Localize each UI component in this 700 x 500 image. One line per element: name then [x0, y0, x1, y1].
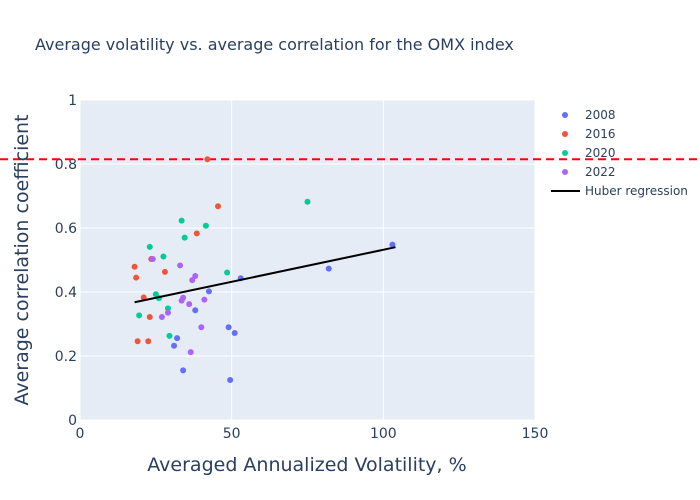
- legend-marker-2016: [562, 131, 568, 137]
- point-2020: [178, 217, 185, 224]
- point-2020: [202, 222, 209, 229]
- point-2022: [192, 273, 199, 279]
- x-axis-title: Averaged Annualized Volatility, %: [147, 454, 466, 476]
- point-2016: [215, 203, 222, 210]
- point-2020: [304, 198, 311, 205]
- point-2022: [187, 349, 194, 356]
- point-2022: [149, 256, 156, 263]
- regression-line-group: [134, 246, 396, 304]
- point-2022: [201, 296, 208, 303]
- point-2022: [158, 313, 165, 320]
- regression-line: [134, 246, 396, 304]
- plot-area: [80, 100, 535, 420]
- point-2022: [164, 309, 171, 316]
- legend-label-2016: 2016: [585, 127, 616, 141]
- legend-label-regression: Huber regression: [585, 184, 688, 198]
- point-2016: [140, 294, 147, 301]
- legend-label-2008: 2008: [585, 108, 616, 122]
- chart-title: Average volatility vs. average correlati…: [35, 35, 514, 54]
- legend-marker-2020: [562, 150, 568, 156]
- legend-marker-2022: [562, 169, 568, 175]
- point-2020: [164, 305, 171, 312]
- point-2020: [181, 234, 188, 241]
- point-2022: [186, 301, 193, 308]
- point-2016: [131, 263, 138, 270]
- point-2008: [227, 377, 234, 383]
- y-tick-label: 1: [68, 93, 77, 109]
- x-tick-label: 0: [76, 426, 85, 442]
- point-2022: [178, 297, 185, 304]
- point-2008: [325, 265, 332, 272]
- legend-label-2022: 2022: [585, 165, 616, 179]
- point-2016: [134, 338, 141, 345]
- point-2016: [146, 313, 153, 320]
- point-2008: [231, 329, 238, 336]
- y-tick-label: 0.6: [55, 221, 77, 237]
- data-points: [131, 156, 396, 383]
- point-2016: [145, 338, 152, 345]
- legend: 2008 2016 2020 2022 Huber regression: [551, 108, 688, 198]
- x-axis-ticks: 0 50 100 150: [76, 426, 549, 442]
- point-2008: [389, 241, 396, 248]
- point-2008: [205, 288, 212, 295]
- point-2008: [180, 367, 187, 374]
- point-2008: [192, 307, 199, 314]
- point-2020: [224, 269, 231, 276]
- point-2016: [133, 274, 140, 281]
- y-axis-ticks: 0 0.2 0.4 0.6 0.8 1: [55, 93, 77, 429]
- point-2016: [161, 268, 168, 275]
- point-2016: [204, 156, 211, 163]
- legend-label-2020: 2020: [585, 146, 616, 160]
- x-tick-label: 150: [522, 426, 549, 442]
- point-2020: [146, 243, 153, 250]
- point-2020: [160, 253, 167, 260]
- y-tick-label: 0.2: [55, 349, 77, 365]
- x-tick-label: 100: [370, 426, 397, 442]
- point-2022: [198, 324, 205, 331]
- y-tick-label: 0.4: [55, 285, 77, 301]
- legend-marker-2008: [562, 112, 568, 118]
- point-2008: [174, 335, 181, 342]
- point-2022: [177, 262, 184, 269]
- x-tick-label: 50: [223, 426, 241, 442]
- point-2020: [166, 332, 173, 339]
- point-2022: [189, 277, 196, 284]
- point-2020: [136, 312, 143, 319]
- point-2008: [225, 324, 232, 331]
- point-2008: [171, 342, 178, 349]
- y-tick-label: 0.8: [55, 157, 77, 173]
- y-tick-label: 0: [68, 413, 77, 429]
- y-axis-title: Average correlation coefficient: [11, 114, 33, 405]
- point-2016: [193, 230, 200, 237]
